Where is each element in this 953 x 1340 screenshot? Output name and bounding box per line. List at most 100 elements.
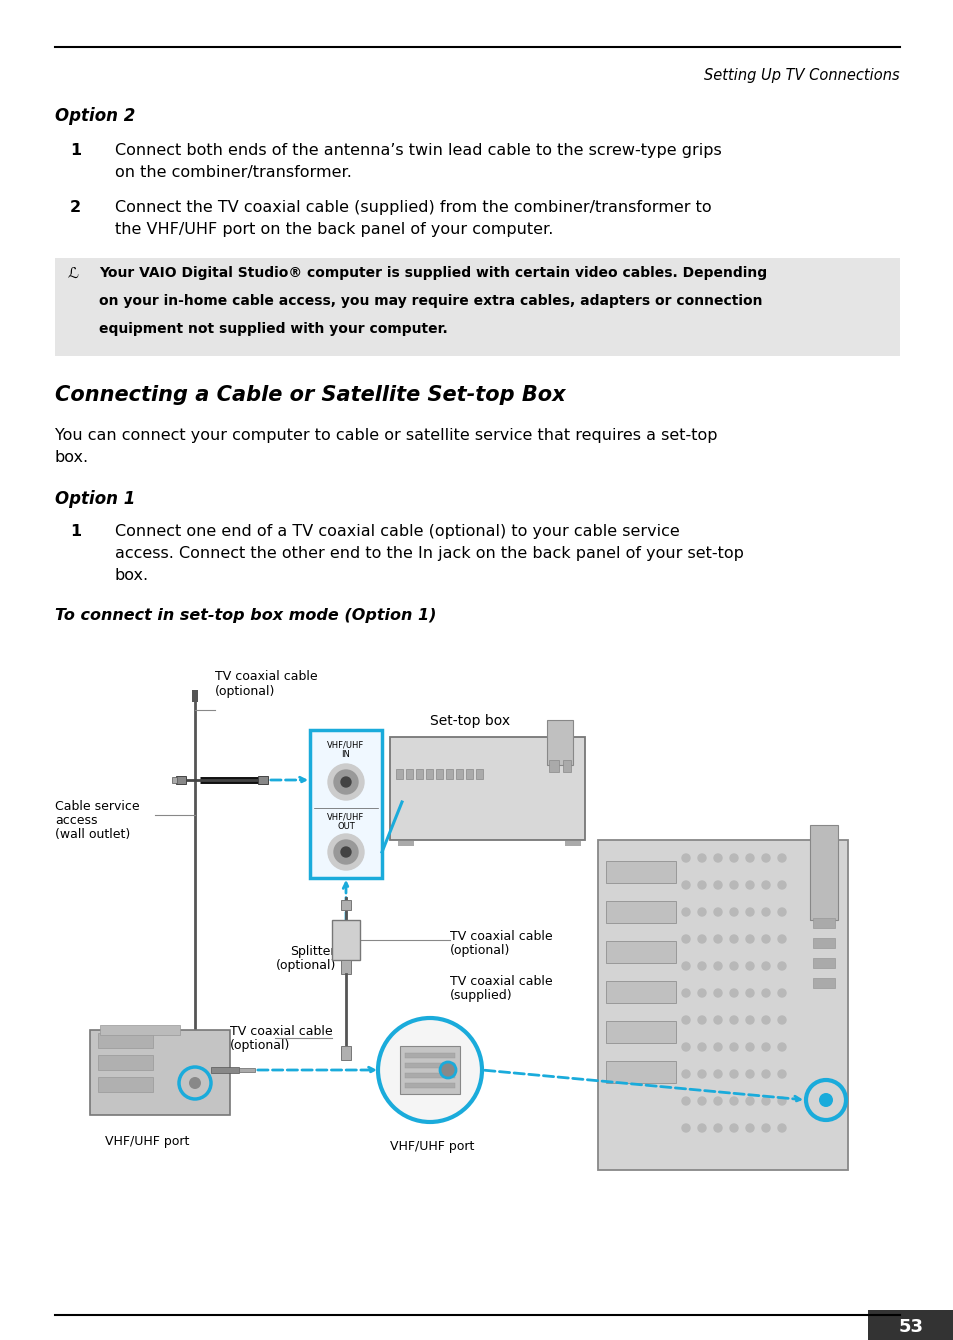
Circle shape [761, 1124, 769, 1132]
Circle shape [729, 909, 738, 917]
Circle shape [698, 1071, 705, 1077]
Text: TV coaxial cable: TV coaxial cable [450, 930, 552, 943]
Circle shape [681, 935, 689, 943]
Bar [605, 1021, 676, 1043]
Bar [564, 842, 580, 846]
Bar [562, 760, 571, 772]
Bar [211, 1067, 239, 1073]
Circle shape [761, 935, 769, 943]
Bar [340, 900, 351, 910]
Bar [406, 769, 413, 779]
Circle shape [698, 989, 705, 997]
Bar [405, 1053, 455, 1059]
Circle shape [778, 935, 785, 943]
Circle shape [745, 1016, 753, 1024]
Bar [98, 1033, 152, 1048]
Circle shape [778, 962, 785, 970]
Text: (optional): (optional) [214, 685, 275, 698]
Circle shape [729, 1124, 738, 1132]
Text: TV coaxial cable: TV coaxial cable [450, 976, 552, 988]
Circle shape [698, 854, 705, 862]
Bar [812, 938, 834, 947]
Text: Option 2: Option 2 [55, 107, 135, 125]
Circle shape [745, 1043, 753, 1051]
Circle shape [761, 1043, 769, 1051]
Circle shape [698, 935, 705, 943]
Circle shape [745, 1124, 753, 1132]
Bar [98, 1077, 152, 1092]
Circle shape [439, 1063, 456, 1077]
Bar [605, 1061, 676, 1083]
Circle shape [729, 962, 738, 970]
Circle shape [340, 777, 351, 787]
Text: TV coaxial cable: TV coaxial cable [214, 670, 317, 683]
Circle shape [340, 847, 351, 858]
Bar [100, 1025, 180, 1034]
Circle shape [778, 909, 785, 917]
Circle shape [778, 1124, 785, 1132]
Bar [605, 941, 676, 963]
Circle shape [761, 854, 769, 862]
Circle shape [713, 1124, 721, 1132]
Bar [395, 769, 402, 779]
Circle shape [698, 1016, 705, 1024]
Text: equipment not supplied with your computer.: equipment not supplied with your compute… [99, 322, 447, 336]
Text: 1: 1 [70, 143, 81, 158]
Text: To connect in set-top box mode (Option 1): To connect in set-top box mode (Option 1… [55, 608, 436, 623]
Circle shape [778, 880, 785, 888]
Circle shape [713, 962, 721, 970]
Circle shape [745, 880, 753, 888]
Text: Connecting a Cable or Satellite Set-top Box: Connecting a Cable or Satellite Set-top … [55, 385, 565, 405]
Circle shape [745, 962, 753, 970]
Bar [405, 1063, 455, 1068]
Text: access: access [55, 813, 97, 827]
Text: TV coaxial cable: TV coaxial cable [230, 1025, 333, 1038]
Text: (optional): (optional) [275, 959, 335, 972]
Circle shape [377, 1018, 481, 1122]
Circle shape [698, 1097, 705, 1106]
Bar [476, 769, 482, 779]
Circle shape [713, 854, 721, 862]
Text: (optional): (optional) [230, 1038, 290, 1052]
Circle shape [713, 1043, 721, 1051]
Text: VHF/UHF: VHF/UHF [327, 740, 364, 749]
Circle shape [745, 989, 753, 997]
Bar [90, 1030, 230, 1115]
Bar [456, 769, 462, 779]
Bar [55, 259, 899, 356]
Circle shape [681, 854, 689, 862]
Text: (wall outlet): (wall outlet) [55, 828, 131, 842]
Circle shape [745, 935, 753, 943]
Circle shape [698, 962, 705, 970]
Bar [397, 842, 414, 846]
Bar [605, 862, 676, 883]
Text: Connect both ends of the antenna’s twin lead cable to the screw-type grips: Connect both ends of the antenna’s twin … [115, 143, 721, 158]
Bar [257, 776, 268, 784]
Bar [399, 1047, 459, 1093]
Text: 1: 1 [70, 524, 81, 539]
Circle shape [778, 1016, 785, 1024]
Circle shape [713, 1097, 721, 1106]
Circle shape [745, 1071, 753, 1077]
Circle shape [729, 1016, 738, 1024]
Circle shape [729, 1071, 738, 1077]
Circle shape [681, 880, 689, 888]
Circle shape [778, 854, 785, 862]
Text: IN: IN [341, 750, 350, 758]
Text: (supplied): (supplied) [450, 989, 512, 1002]
Bar [546, 720, 573, 765]
Circle shape [713, 989, 721, 997]
Text: the VHF/UHF port on the back panel of your computer.: the VHF/UHF port on the back panel of yo… [115, 222, 553, 237]
Circle shape [328, 833, 364, 870]
Text: Connect the TV coaxial cable (supplied) from the combiner/transformer to: Connect the TV coaxial cable (supplied) … [115, 200, 711, 214]
Text: Set-top box: Set-top box [430, 714, 510, 728]
Circle shape [729, 989, 738, 997]
Circle shape [698, 1043, 705, 1051]
Circle shape [729, 1097, 738, 1106]
Text: VHF/UHF port: VHF/UHF port [105, 1135, 190, 1148]
Circle shape [681, 962, 689, 970]
Text: VHF/UHF port: VHF/UHF port [390, 1140, 474, 1152]
Bar [390, 737, 584, 840]
Text: Option 1: Option 1 [55, 490, 135, 508]
Text: 53: 53 [898, 1319, 923, 1336]
